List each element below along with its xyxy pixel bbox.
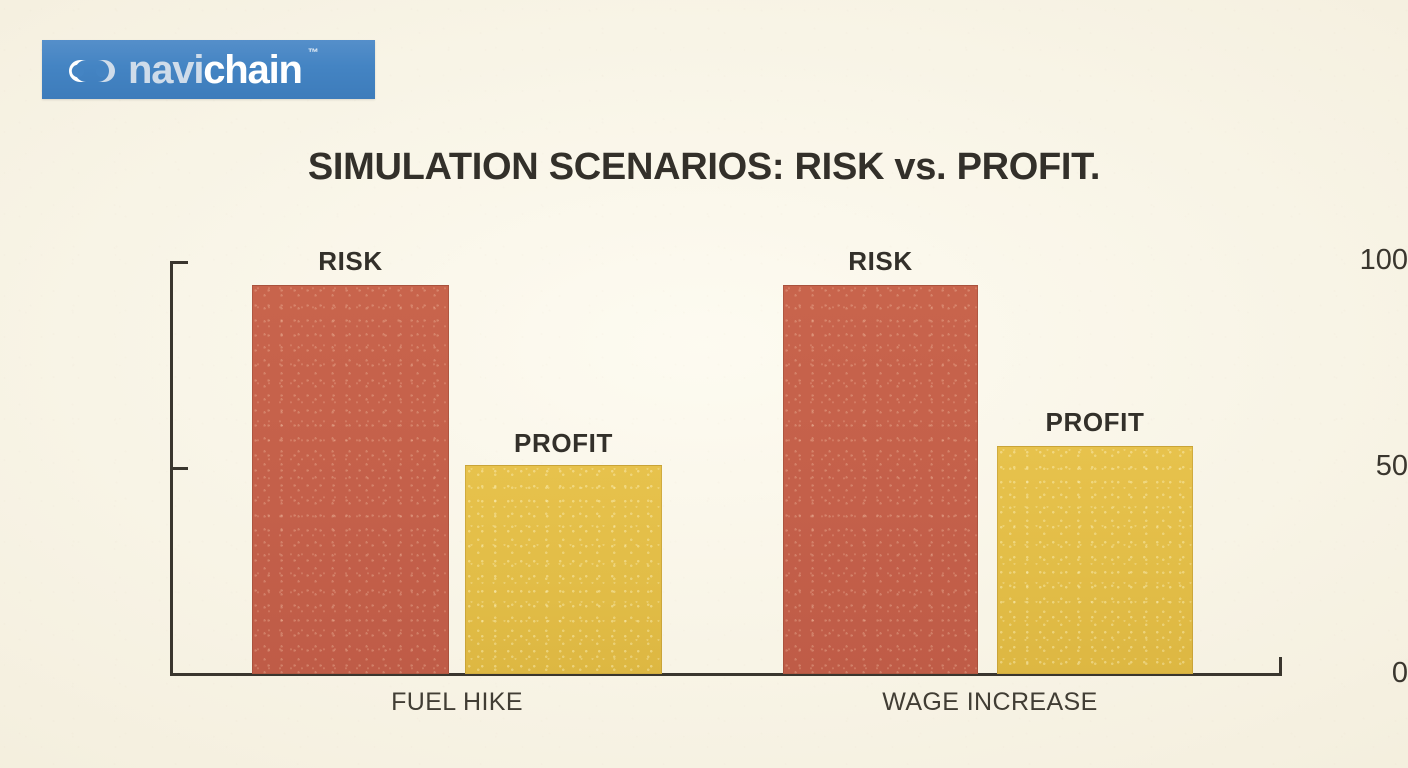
bar-risk-wage-increase[interactable] — [783, 285, 978, 674]
y-tick-label-50: 50 — [1375, 450, 1408, 482]
y-tick-mark-50 — [170, 467, 188, 470]
bar-label-risk-wage-increase: RISK — [848, 246, 913, 276]
x-axis-label-fuel-hike: FUEL HIKE — [391, 688, 523, 716]
brand-name-part2: chain — [203, 47, 303, 92]
y-tick-label-0: 0 — [1391, 657, 1408, 689]
chain-link-icon — [69, 59, 115, 82]
y-tick-label-100: 100 — [1359, 244, 1408, 276]
trademark-symbol: ™ — [307, 46, 319, 59]
bar-risk-fuel-hike[interactable] — [252, 285, 449, 674]
bar-profit-wage-increase[interactable] — [997, 446, 1193, 674]
chart-title: SIMULATION SCENARIOS: RISK vs. PROFIT. — [307, 146, 1101, 188]
bar-label-profit-wage-increase: PROFIT — [1045, 407, 1145, 437]
bar-profit-fuel-hike[interactable] — [465, 465, 662, 674]
bar-label-profit-fuel-hike: PROFIT — [514, 428, 613, 458]
brand-logo[interactable]: navichain ™ — [42, 40, 375, 99]
x-axis-end-tick — [1279, 657, 1282, 675]
brand-name-part1: navi — [128, 47, 204, 92]
bar-label-risk-fuel-hike: RISK — [318, 246, 383, 276]
x-axis-line — [170, 673, 1282, 676]
x-axis-label-wage-increase: WAGE INCREASE — [882, 688, 1098, 716]
brand-wordmark: navichain ™ — [128, 47, 319, 92]
y-tick-mark-100 — [170, 261, 188, 264]
